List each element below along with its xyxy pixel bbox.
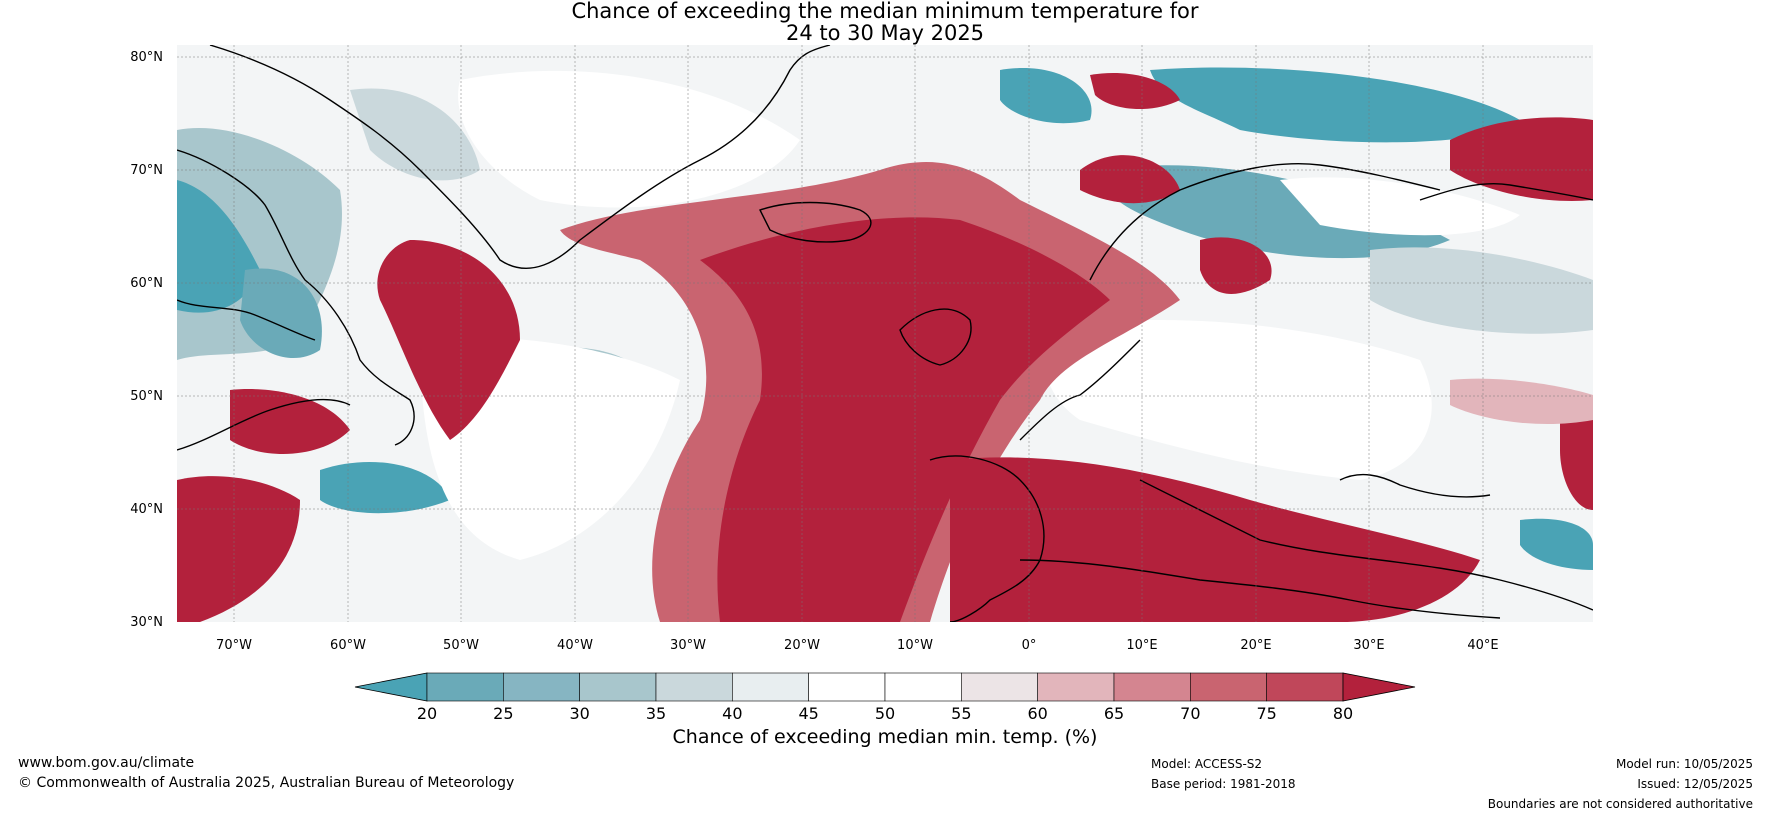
lat-label-80n: 80°N: [130, 50, 163, 65]
lat-label-30n: 30°N: [130, 615, 163, 630]
colorbar-tick-label: 25: [493, 704, 513, 723]
boundaries-disclaimer: Boundaries are not considered authoritat…: [1487, 797, 1753, 811]
issued-date: Issued: 12/05/2025: [1637, 777, 1753, 791]
above-median-areas: [177, 72, 1593, 622]
lon-label-30w: 30°W: [670, 638, 706, 653]
lon-label-70w: 70°W: [216, 638, 252, 653]
colorbar-segment: [655, 672, 733, 702]
colorbar-extend-low: [354, 672, 428, 702]
forecast-map: [177, 45, 1593, 622]
colorbar-segments: [354, 672, 1416, 702]
lat-label-60n: 60°N: [130, 276, 163, 291]
base-period: Base period: 1981-2018: [1151, 777, 1296, 791]
colorbar-segment: [884, 672, 962, 702]
colorbar-tick-label: 65: [1104, 704, 1124, 723]
colorbar-segment: [961, 672, 1038, 702]
model-name: Model: ACCESS-S2: [1151, 757, 1263, 771]
colorbar-segment: [503, 672, 580, 702]
colorbar-label: Chance of exceeding median min. temp. (%…: [672, 726, 1098, 748]
colorbar-tick-label: 80: [1333, 704, 1353, 723]
graticule: [177, 45, 1593, 622]
website-link[interactable]: www.bom.gov.au/climate: [18, 755, 195, 771]
lon-label-20w: 20°W: [784, 638, 820, 653]
colorbar-tick-label: 20: [417, 704, 437, 723]
model-run-date: Model run: 10/05/2025: [1615, 757, 1753, 771]
colorbar-segment: [426, 672, 504, 702]
colorbar-segment: [1113, 672, 1191, 702]
colorbar-extend-high: [1342, 672, 1416, 702]
colorbar-segment: [579, 672, 657, 702]
lon-label-20e: 20°E: [1240, 638, 1271, 653]
near-median-areas: [420, 70, 1520, 560]
colorbar-tick-label: 45: [798, 704, 818, 723]
colorbar-ticks: 20 25 30 35 40 45 50 55 60 65 70 75 80: [417, 704, 1353, 723]
colorbar: 20 25 30 35 40 45 50 55 60 65 70 75 80: [354, 672, 1416, 723]
colorbar-tick-label: 35: [646, 704, 666, 723]
colorbar-tick-label: 70: [1180, 704, 1200, 723]
lon-label-10w: 10°W: [897, 638, 933, 653]
longitude-labels: 70°W 60°W 50°W 40°W 30°W 20°W 10°W 0° 10…: [216, 638, 1499, 653]
colorbar-tick-label: 30: [569, 704, 589, 723]
lon-label-60w: 60°W: [330, 638, 366, 653]
lon-label-40w: 40°W: [557, 638, 593, 653]
lat-label-50n: 50°N: [130, 389, 163, 404]
copyright-text: © Commonwealth of Australia 2025, Austra…: [18, 775, 515, 791]
map-title-line2: 24 to 30 May 2025: [785, 21, 985, 45]
colorbar-tick-label: 75: [1256, 704, 1276, 723]
colorbar-tick-label: 55: [951, 704, 971, 723]
lon-label-0: 0°: [1022, 638, 1037, 653]
lat-label-70n: 70°N: [130, 163, 163, 178]
map-title-line1: Chance of exceeding the median minimum t…: [571, 0, 1199, 23]
coastlines: [177, 45, 1593, 622]
lon-label-10e: 10°E: [1126, 638, 1157, 653]
latitude-labels: 80°N 70°N 60°N 50°N 40°N 30°N: [130, 50, 163, 630]
colorbar-tick-label: 60: [1027, 704, 1047, 723]
colorbar-segment: [1037, 672, 1115, 702]
lon-label-40e: 40°E: [1467, 638, 1498, 653]
lat-label-40n: 40°N: [130, 502, 163, 517]
colorbar-tick-label: 50: [875, 704, 895, 723]
lon-label-30e: 30°E: [1353, 638, 1384, 653]
below-median-areas: [177, 67, 1593, 570]
colorbar-segment: [732, 672, 809, 702]
colorbar-segment: [808, 672, 886, 702]
colorbar-tick-label: 40: [722, 704, 742, 723]
lon-label-50w: 50°W: [443, 638, 479, 653]
colorbar-segment: [1190, 672, 1267, 702]
colorbar-segment: [1266, 672, 1344, 702]
